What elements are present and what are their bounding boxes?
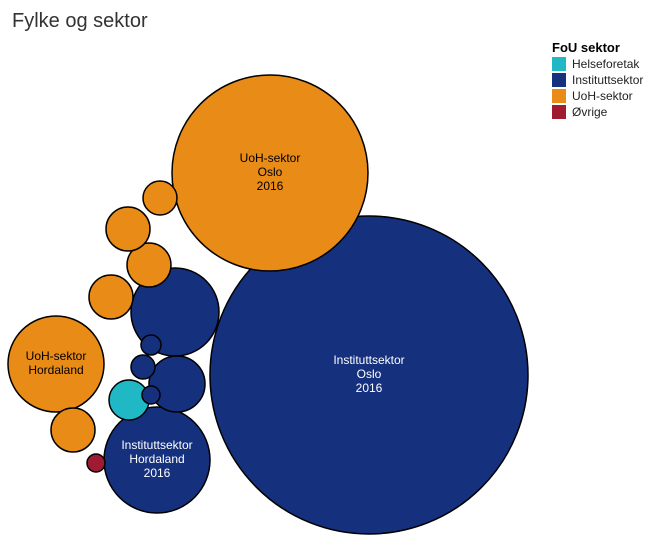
bubble: [142, 386, 160, 404]
bubble-chart: InstituttsektorOslo2016UoH-sektorOslo201…: [0, 0, 661, 556]
bubble: [87, 454, 105, 472]
bubble: [141, 335, 161, 355]
bubble: [104, 407, 210, 513]
bubble: [106, 207, 150, 251]
bubble: [131, 355, 155, 379]
bubble: [51, 408, 95, 452]
bubble: [89, 275, 133, 319]
bubble: [172, 75, 368, 271]
bubble: [143, 181, 177, 215]
bubble: [8, 316, 104, 412]
bubble: [149, 356, 205, 412]
